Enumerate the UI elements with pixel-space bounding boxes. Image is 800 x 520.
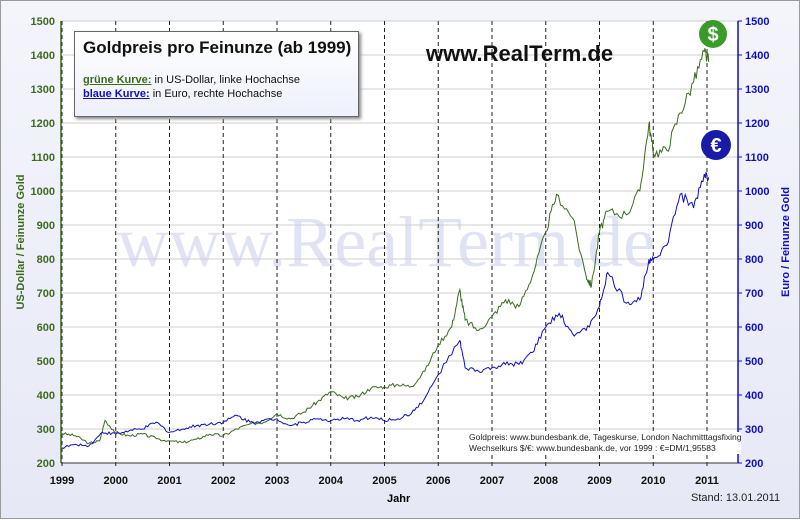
y-tick-right: 700 <box>745 288 763 300</box>
y-tick-right: 900 <box>745 220 763 232</box>
y-tick-right: 1400 <box>745 50 769 62</box>
y-tick-left: 200 <box>37 458 55 470</box>
series-line-euro <box>61 171 710 449</box>
dollar-icon <box>699 20 727 48</box>
y-tick-right: 300 <box>745 424 763 436</box>
x-tick-label: 2011 <box>695 475 719 487</box>
dollar-icon-glyph: $ <box>707 24 718 46</box>
y-tick-right: 800 <box>745 254 763 266</box>
x-tick-label: 2004 <box>319 475 344 487</box>
x-tick-label: 2010 <box>641 475 665 487</box>
source-line: Goldpreis: www.bundesbank.de, Tageskurse… <box>469 432 742 442</box>
y-tick-right: 1500 <box>745 16 769 28</box>
chart-title: Goldpreis pro Feinunze (ab 1999) <box>83 38 352 57</box>
legend-green-text: in US-Dollar, linke Hochachse <box>154 74 301 86</box>
legend-blue-key: blaue Kurve: <box>83 88 150 100</box>
legend-blue-text: in Euro, rechte Hochachse <box>152 88 283 100</box>
y-tick-right: 500 <box>745 356 763 368</box>
y-tick-left: 1300 <box>31 84 55 96</box>
source-line: Wechselkurs $/€: www.bundesbank.de, vor … <box>469 443 716 453</box>
y-tick-right: 400 <box>745 390 763 402</box>
legend-green: grüne Kurve: in US-Dollar, linke Hochach… <box>83 74 300 86</box>
title-box: Goldpreis pro Feinunze (ab 1999) grüne K… <box>74 31 359 117</box>
x-tick-label: 2006 <box>426 475 450 487</box>
y-tick-left: 300 <box>37 424 55 436</box>
y-tick-left: 1400 <box>31 50 55 62</box>
y-tick-right: 1000 <box>745 186 769 198</box>
series-line-usd <box>61 48 710 445</box>
y-tick-left: 1000 <box>31 186 55 198</box>
website-label: www.RealTerm.de <box>426 41 614 66</box>
x-tick-label: 2008 <box>534 475 558 487</box>
y-tick-left: 600 <box>37 322 55 334</box>
y-axis-label-left: US-Dollar / Feinunze Gold <box>15 174 27 310</box>
y-tick-left: 500 <box>37 356 55 368</box>
y-tick-left: 1200 <box>31 118 55 130</box>
y-axis-label-right: Euro / Feinunze Gold <box>780 187 792 297</box>
x-axis-label: Jahr <box>387 493 411 505</box>
stand-date: Stand: 13.01.2011 <box>691 492 781 504</box>
y-tick-right: 200 <box>745 458 763 470</box>
legend-green-key: grüne Kurve: <box>83 74 152 86</box>
x-tick-label: 2001 <box>157 475 181 487</box>
y-tick-left: 700 <box>37 288 55 300</box>
watermark: www.RealTerm.de <box>117 202 655 282</box>
x-tick-label: 2007 <box>480 475 504 487</box>
y-tick-right: 1300 <box>745 84 769 96</box>
y-tick-right: 1100 <box>745 152 769 164</box>
y-tick-right: 1200 <box>745 118 769 130</box>
x-tick-label: 1999 <box>50 475 74 487</box>
y-tick-left: 400 <box>37 390 55 402</box>
x-tick-label: 2009 <box>587 475 611 487</box>
y-tick-right: 600 <box>745 322 763 334</box>
x-tick-label: 2005 <box>372 475 396 487</box>
y-tick-left: 1500 <box>31 16 55 28</box>
y-tick-left: 900 <box>37 220 55 232</box>
y-tick-left: 1100 <box>31 152 55 164</box>
x-tick-label: 2003 <box>265 475 289 487</box>
euro-icon <box>701 130 731 160</box>
y-tick-left: 800 <box>37 254 55 266</box>
x-tick-label: 2002 <box>211 475 235 487</box>
legend-blue: blaue Kurve: in Euro, rechte Hochachse <box>83 88 282 100</box>
source-note: Goldpreis: www.bundesbank.de, Tageskurse… <box>469 432 742 454</box>
euro-icon-glyph: € <box>710 135 721 157</box>
x-tick-label: 2000 <box>104 475 128 487</box>
